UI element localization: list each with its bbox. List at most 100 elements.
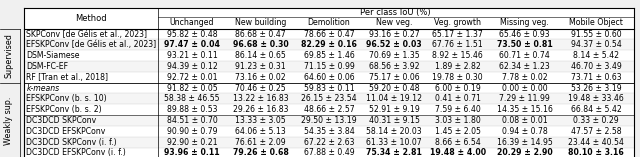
Text: 11.04 ± 19.12: 11.04 ± 19.12 [366, 94, 422, 103]
Text: 52.91 ± 9.19: 52.91 ± 9.19 [369, 105, 419, 114]
Text: SKPConv [de Gélis et al., 2023]: SKPConv [de Gélis et al., 2023] [26, 30, 147, 39]
Text: DC3DCD SKPConv (i. f.): DC3DCD SKPConv (i. f.) [26, 138, 117, 147]
Text: 93.96 ± 0.11: 93.96 ± 0.11 [164, 148, 220, 157]
Text: 0.00 ± 0.00: 0.00 ± 0.00 [502, 84, 547, 93]
Text: 70.69 ± 1.35: 70.69 ± 1.35 [369, 51, 419, 60]
Text: DSM-Siamese: DSM-Siamese [26, 51, 80, 60]
Text: EFSKPConv [de Gélis et al., 2023]: EFSKPConv [de Gélis et al., 2023] [26, 40, 156, 49]
Text: 59.20 ± 0.48: 59.20 ± 0.48 [369, 84, 419, 93]
Text: New veg.: New veg. [376, 18, 412, 27]
Bar [24, 72, 634, 83]
Text: 6.00 ± 0.19: 6.00 ± 0.19 [435, 84, 481, 93]
Text: 8.14 ± 5.42: 8.14 ± 5.42 [573, 51, 619, 60]
Text: 66.84 ± 5.42: 66.84 ± 5.42 [571, 105, 621, 114]
Text: 96.52 ± 0.03: 96.52 ± 0.03 [366, 40, 422, 49]
Text: 69.85 ± 1.46: 69.85 ± 1.46 [303, 51, 355, 60]
Bar [24, 61, 634, 72]
Text: 0.41 ± 0.71: 0.41 ± 0.71 [435, 94, 481, 103]
Bar [24, 83, 634, 93]
Text: EFSKPConv (b. s. 2): EFSKPConv (b. s. 2) [26, 105, 102, 114]
Text: Method: Method [76, 14, 107, 23]
Text: 60.71 ± 0.74: 60.71 ± 0.74 [499, 51, 550, 60]
Text: EFSKPConv (b. s. 10): EFSKPConv (b. s. 10) [26, 94, 107, 103]
Bar [24, 126, 634, 137]
Text: Mobile Object: Mobile Object [569, 18, 623, 27]
Text: DSM-FC-EF: DSM-FC-EF [26, 62, 68, 71]
Text: 46.70 ± 3.49: 46.70 ± 3.49 [571, 62, 621, 71]
Text: Per class IoU (%): Per class IoU (%) [360, 8, 431, 17]
Text: 29.50 ± 13.19: 29.50 ± 13.19 [301, 116, 356, 125]
Text: 7.59 ± 6.40: 7.59 ± 6.40 [435, 105, 481, 114]
Text: 14.35 ± 15.16: 14.35 ± 15.16 [497, 105, 552, 114]
Text: 79.26 ± 0.68: 79.26 ± 0.68 [232, 148, 289, 157]
Text: 75.34 ± 2.81: 75.34 ± 2.81 [366, 148, 422, 157]
Text: 8.66 ± 6.54: 8.66 ± 6.54 [435, 138, 481, 147]
Bar [24, 148, 634, 157]
Bar [24, 115, 634, 126]
Text: 0.94 ± 0.78: 0.94 ± 0.78 [502, 127, 547, 136]
Text: Veg. growth: Veg. growth [434, 18, 481, 27]
Text: 20.29 ± 2.90: 20.29 ± 2.90 [497, 148, 552, 157]
Text: Demolition: Demolition [308, 18, 350, 27]
Text: 19.48 ± 33.46: 19.48 ± 33.46 [568, 94, 624, 103]
Text: 73.50 ± 0.81: 73.50 ± 0.81 [497, 40, 552, 49]
Text: 97.47 ± 0.04: 97.47 ± 0.04 [164, 40, 220, 49]
Text: 95.82 ± 0.48: 95.82 ± 0.48 [167, 30, 218, 39]
Bar [24, 137, 634, 148]
Text: 53.26 ± 3.19: 53.26 ± 3.19 [571, 84, 621, 93]
Text: DC3DCD EFSKPConv (i. f.): DC3DCD EFSKPConv (i. f.) [26, 148, 126, 157]
Text: 73.71 ± 0.63: 73.71 ± 0.63 [571, 73, 621, 82]
Text: 82.29 ± 0.16: 82.29 ± 0.16 [301, 40, 357, 49]
Text: 92.90 ± 0.21: 92.90 ± 0.21 [167, 138, 218, 147]
Text: 19.48 ± 4.00: 19.48 ± 4.00 [429, 148, 486, 157]
Text: 89.88 ± 0.53: 89.88 ± 0.53 [167, 105, 218, 114]
Text: New building: New building [235, 18, 286, 27]
Text: 91.23 ± 0.31: 91.23 ± 0.31 [235, 62, 286, 71]
Text: 91.55 ± 0.60: 91.55 ± 0.60 [571, 30, 621, 39]
Text: 64.60 ± 0.06: 64.60 ± 0.06 [303, 73, 355, 82]
Text: Unchanged: Unchanged [170, 18, 214, 27]
Text: 76.61 ± 2.09: 76.61 ± 2.09 [236, 138, 286, 147]
Text: 93.21 ± 0.11: 93.21 ± 0.11 [166, 51, 218, 60]
Text: 67.22 ± 2.63: 67.22 ± 2.63 [304, 138, 354, 147]
Text: 61.33 ± 10.07: 61.33 ± 10.07 [366, 138, 422, 147]
Text: 58.38 ± 46.55: 58.38 ± 46.55 [164, 94, 220, 103]
Text: 59.83 ± 0.11: 59.83 ± 0.11 [303, 84, 355, 93]
Text: 86.14 ± 0.65: 86.14 ± 0.65 [235, 51, 286, 60]
Text: 48.66 ± 2.57: 48.66 ± 2.57 [303, 105, 355, 114]
Text: 40.31 ± 9.15: 40.31 ± 9.15 [369, 116, 420, 125]
Bar [24, 104, 634, 115]
Text: 7.78 ± 0.02: 7.78 ± 0.02 [502, 73, 547, 82]
Text: 65.17 ± 1.37: 65.17 ± 1.37 [432, 30, 483, 39]
Text: 94.37 ± 0.54: 94.37 ± 0.54 [571, 40, 621, 49]
Text: 91.82 ± 0.05: 91.82 ± 0.05 [167, 84, 218, 93]
Text: 67.76 ± 1.51: 67.76 ± 1.51 [432, 40, 483, 49]
Bar [24, 93, 634, 104]
Text: 23.44 ± 40.54: 23.44 ± 40.54 [568, 138, 624, 147]
Text: 7.29 ± 11.99: 7.29 ± 11.99 [499, 94, 550, 103]
Text: 13.22 ± 16.83: 13.22 ± 16.83 [233, 94, 289, 103]
Text: 16.39 ± 14.95: 16.39 ± 14.95 [497, 138, 552, 147]
Text: k-means: k-means [26, 84, 60, 93]
Text: 71.15 ± 0.99: 71.15 ± 0.99 [303, 62, 355, 71]
Text: 54.35 ± 3.84: 54.35 ± 3.84 [303, 127, 355, 136]
Text: DC3DCD EFSKPConv: DC3DCD EFSKPConv [26, 127, 106, 136]
Text: 1.45 ± 2.05: 1.45 ± 2.05 [435, 127, 481, 136]
Text: DC3DCD SKPConv: DC3DCD SKPConv [26, 116, 97, 125]
Text: 80.10 ± 3.16: 80.10 ± 3.16 [568, 148, 624, 157]
Text: 84.51 ± 0.70: 84.51 ± 0.70 [167, 116, 218, 125]
Text: 29.26 ± 16.83: 29.26 ± 16.83 [233, 105, 288, 114]
Text: 0.08 ± 0.01: 0.08 ± 0.01 [502, 116, 547, 125]
Text: 86.68 ± 0.47: 86.68 ± 0.47 [236, 30, 286, 39]
Text: 92.72 ± 0.01: 92.72 ± 0.01 [167, 73, 218, 82]
Text: 64.06 ± 5.13: 64.06 ± 5.13 [235, 127, 286, 136]
Text: 58.14 ± 20.03: 58.14 ± 20.03 [366, 127, 422, 136]
Text: RF [Tran et al., 2018]: RF [Tran et al., 2018] [26, 73, 108, 82]
Text: 78.66 ± 0.47: 78.66 ± 0.47 [303, 30, 355, 39]
Text: 90.90 ± 0.79: 90.90 ± 0.79 [167, 127, 218, 136]
Text: 96.68 ± 0.30: 96.68 ± 0.30 [233, 40, 289, 49]
Bar [24, 50, 634, 61]
Text: Missing veg.: Missing veg. [500, 18, 549, 27]
Text: 75.17 ± 0.06: 75.17 ± 0.06 [369, 73, 419, 82]
Text: 65.46 ± 0.93: 65.46 ± 0.93 [499, 30, 550, 39]
